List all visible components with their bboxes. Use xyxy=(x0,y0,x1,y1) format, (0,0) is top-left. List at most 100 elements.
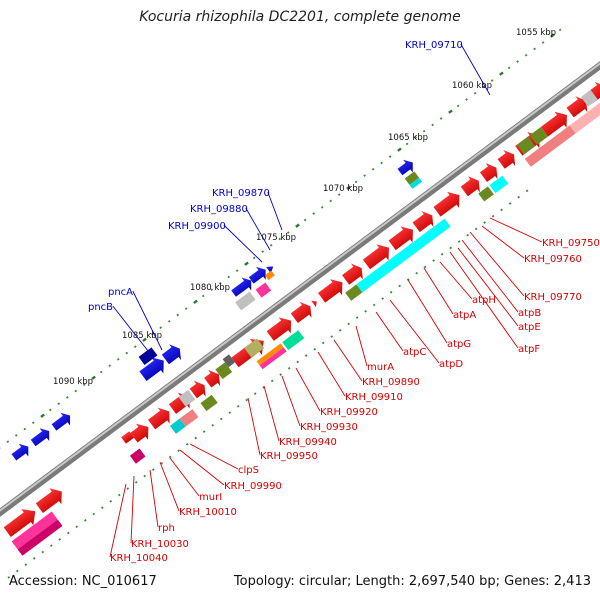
scale-tick-label: 1090 kbp xyxy=(53,377,93,387)
scale-tick xyxy=(507,66,511,70)
scale-tick xyxy=(431,123,434,127)
reverse-gene-label: clpS xyxy=(238,465,259,476)
scale-tick-label: 1055 kbp xyxy=(516,28,556,38)
inner-scale-tick xyxy=(92,512,96,516)
scale-tick xyxy=(524,53,528,57)
scale-tick xyxy=(235,269,239,272)
scale-tick xyxy=(193,299,198,304)
inner-scale-tick xyxy=(466,233,469,237)
reverse-gene-label: atpG xyxy=(447,339,471,350)
inner-scale-tick xyxy=(151,468,155,471)
scale-tick xyxy=(91,375,96,380)
accession-text: Accession: NC_010617 xyxy=(9,574,157,589)
scale-tick xyxy=(176,313,180,317)
scale-tick xyxy=(346,185,351,190)
forward-gene-label: pncA xyxy=(108,287,133,298)
scale-tick xyxy=(558,28,562,32)
forward-gene-label: KRH_09710 xyxy=(405,40,463,51)
scale-tick xyxy=(380,161,384,165)
scale-tick xyxy=(533,47,536,51)
reverse-gene-leader xyxy=(375,311,404,352)
inner-scale-tick xyxy=(525,189,529,193)
scale-tick xyxy=(320,205,324,209)
inner-scale-tick xyxy=(517,195,520,199)
reverse-gene-leader xyxy=(179,449,225,486)
scale-tick xyxy=(516,60,519,63)
scale-tick-label: 1080 kbp xyxy=(190,283,230,293)
scale-tick xyxy=(499,71,504,76)
reverse-gene-leader xyxy=(457,247,519,327)
inner-scale-tick xyxy=(211,424,215,427)
inner-scale-tick xyxy=(253,392,257,395)
reverse-gene-label: KRH_10010 xyxy=(179,507,237,518)
scale-tick xyxy=(57,402,61,406)
scale-tick xyxy=(541,41,545,44)
reverse-gene-leader xyxy=(461,239,519,313)
reverse-gene-label: atpB xyxy=(518,308,541,319)
reverse-gene-leader xyxy=(449,251,519,349)
forward-gene-label: pncB xyxy=(88,302,113,313)
inner-scale-tick xyxy=(381,297,385,300)
inner-scale-tick xyxy=(364,309,368,313)
inner-scale-tick xyxy=(313,347,317,351)
scale-tick xyxy=(269,243,273,247)
reverse-gene-leader xyxy=(423,267,454,315)
reverse-gene-leader xyxy=(263,385,280,442)
reverse-gene-leader xyxy=(317,351,346,397)
reverse-gene-leader xyxy=(489,217,543,243)
reverse-gene-leader xyxy=(355,325,368,367)
scale-tick xyxy=(133,345,137,348)
inner-scale-tick xyxy=(432,259,435,262)
inner-scale-tick xyxy=(270,379,274,383)
reverse-gene-leader xyxy=(169,457,200,497)
forward-gene-leader xyxy=(460,43,491,96)
scale-tick xyxy=(40,413,45,418)
inner-scale-tick xyxy=(168,455,172,459)
scale-tick xyxy=(261,250,265,253)
scale-tick xyxy=(354,180,358,184)
inner-scale-tick xyxy=(415,271,418,275)
inner-scale-tick xyxy=(321,341,325,345)
inner-scale-tick xyxy=(372,303,376,307)
genome-stats-text: Topology: circular; Length: 2,697,540 bp… xyxy=(233,574,591,589)
scale-tick xyxy=(23,427,27,431)
inner-scale-tick xyxy=(126,487,130,491)
inner-scale-tick xyxy=(236,404,240,408)
inner-scale-tick xyxy=(228,411,232,414)
genome-backbone xyxy=(0,61,600,517)
forward-gene-leader xyxy=(112,305,153,357)
scale-tick xyxy=(490,79,494,82)
inner-scale-tick xyxy=(143,474,147,478)
scale-tick-labels: 1055 kbp 1060 kbp 1065 kbp 1070 kbp 1075 kbp… xyxy=(53,28,556,387)
inner-scale-tick xyxy=(500,208,503,212)
reverse-gene-label: atpE xyxy=(518,322,541,333)
scale-tick xyxy=(397,147,402,152)
scale-ticks xyxy=(0,28,562,579)
reverse-gene-leader xyxy=(407,279,448,344)
scale-tick xyxy=(550,33,555,38)
inner-scale-tick xyxy=(109,500,113,503)
scale-tick xyxy=(6,440,10,444)
reverse-gene-label: KRH_10030 xyxy=(131,539,189,550)
reverse-gene-leader xyxy=(295,367,321,412)
inner-scale-tick xyxy=(440,252,444,256)
scale-tick xyxy=(456,104,460,108)
reverse-gene-label: KRH_09770 xyxy=(524,292,582,303)
inner-scale-tick xyxy=(287,366,291,370)
scale-tick xyxy=(303,218,307,222)
scale-tick xyxy=(465,98,468,101)
scale-tick xyxy=(278,237,282,241)
inner-scale-tick xyxy=(32,557,36,560)
reverse-gene-label: rph xyxy=(158,523,175,534)
inner-scale-tick xyxy=(202,430,206,433)
inner-scale-tick xyxy=(338,328,342,332)
inner-scale-tick xyxy=(423,265,427,269)
inner-scale-tick xyxy=(185,443,189,446)
inner-scale-tick xyxy=(219,417,223,421)
scale-tick xyxy=(329,199,333,203)
forward-gene-leader xyxy=(132,290,163,351)
inner-scale-tick xyxy=(117,493,121,497)
reverse-gene-label: KRH_09920 xyxy=(320,407,378,418)
reverse-gene-label: atpF xyxy=(518,344,540,355)
reverse-gene-label: KRH_09890 xyxy=(362,377,420,388)
